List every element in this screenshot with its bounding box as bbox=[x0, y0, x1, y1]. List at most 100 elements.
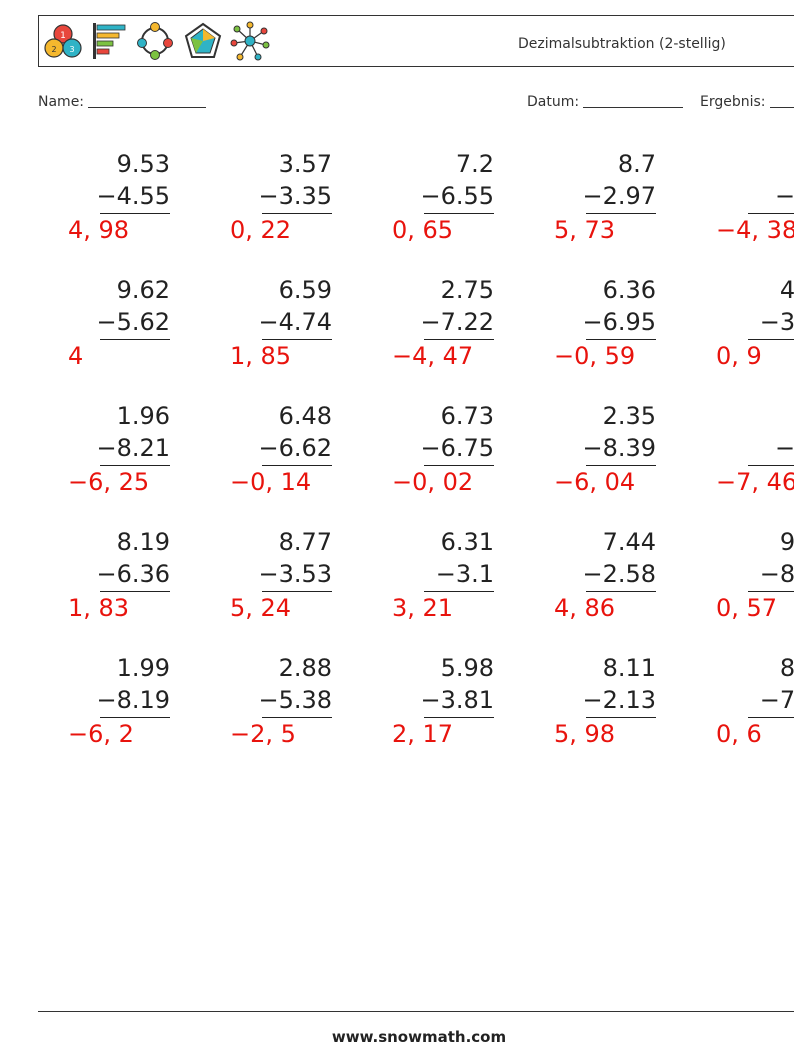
date-blank[interactable] bbox=[583, 93, 684, 108]
name-label: Name: bbox=[38, 94, 85, 110]
subtrahend: −5.62 bbox=[96, 308, 170, 336]
subtrahend: −3.53 bbox=[258, 560, 332, 588]
answer: 5, 98 bbox=[554, 720, 616, 748]
subtrahend: −8.19 bbox=[96, 686, 170, 714]
subtraction-rule bbox=[586, 591, 656, 592]
subtraction-rule bbox=[262, 213, 332, 214]
pentagon-cycle-icon bbox=[184, 22, 222, 58]
answer: 4 bbox=[68, 342, 84, 370]
answer: −6, 04 bbox=[554, 468, 636, 496]
venn-circles-icon: 1 2 3 bbox=[44, 24, 82, 58]
subtrahend: −9. bbox=[774, 434, 794, 462]
header-box bbox=[38, 15, 794, 67]
subtraction-rule bbox=[424, 591, 494, 592]
minuend: 9.3 bbox=[779, 528, 794, 556]
subtraction-rule bbox=[748, 465, 794, 466]
answer: −2, 5 bbox=[230, 720, 296, 748]
subtrahend: −3.1 bbox=[435, 560, 494, 588]
subtraction-rule bbox=[586, 339, 656, 340]
subtraction-rule bbox=[748, 213, 794, 214]
minuend: 6.31 bbox=[440, 528, 494, 556]
subtraction-rule bbox=[586, 213, 656, 214]
subtraction-rule bbox=[262, 591, 332, 592]
answer: −7, 46 bbox=[716, 468, 794, 496]
subtraction-rule bbox=[100, 339, 170, 340]
subtrahend: −6.36 bbox=[96, 560, 170, 588]
svg-text:1: 1 bbox=[60, 31, 66, 41]
minuend: 3.57 bbox=[278, 150, 332, 178]
minuend: 1.96 bbox=[116, 402, 170, 430]
answer: −4, 38 bbox=[716, 216, 794, 244]
logo-row: 1 2 3 bbox=[42, 20, 270, 62]
subtrahend: −6.62 bbox=[258, 434, 332, 462]
subtraction-rule bbox=[424, 213, 494, 214]
result-label: Ergebnis: bbox=[700, 94, 766, 110]
answer: 4, 98 bbox=[68, 216, 130, 244]
answer: 2, 17 bbox=[392, 720, 454, 748]
subtraction-rule bbox=[262, 465, 332, 466]
subtraction-rule bbox=[586, 465, 656, 466]
subtrahend: −2.58 bbox=[582, 560, 656, 588]
date-field: Datum: bbox=[527, 93, 684, 110]
svg-text:2: 2 bbox=[51, 45, 56, 54]
answer: −6, 25 bbox=[68, 468, 150, 496]
minuend: 5.98 bbox=[440, 654, 494, 682]
svg-text:3: 3 bbox=[69, 45, 74, 54]
answer: 0, 9 bbox=[716, 342, 762, 370]
answer: 4, 86 bbox=[554, 594, 616, 622]
minuend: 7.44 bbox=[602, 528, 656, 556]
answer: −0, 14 bbox=[230, 468, 312, 496]
minuend: 6.59 bbox=[278, 276, 332, 304]
answer: 5, 24 bbox=[230, 594, 292, 622]
minuend: 9.53 bbox=[116, 150, 170, 178]
minuend: 6.36 bbox=[602, 276, 656, 304]
answer: 0, 57 bbox=[716, 594, 778, 622]
worksheet-title: Dezimalsubtraktion (2-stellig) bbox=[518, 36, 726, 52]
subtraction-rule bbox=[424, 339, 494, 340]
minuend: 1.99 bbox=[116, 654, 170, 682]
subtrahend: −8.7 bbox=[759, 560, 794, 588]
answer: −4, 47 bbox=[392, 342, 474, 370]
answer: −0, 02 bbox=[392, 468, 474, 496]
subtraction-rule bbox=[748, 717, 794, 718]
minuend: 2.75 bbox=[440, 276, 494, 304]
name-blank[interactable] bbox=[88, 93, 207, 108]
subtrahend: −4.74 bbox=[258, 308, 332, 336]
answer: −6, 2 bbox=[68, 720, 134, 748]
subtrahend: −5.38 bbox=[258, 686, 332, 714]
minuend: 6.73 bbox=[440, 402, 494, 430]
minuend: 2.88 bbox=[278, 654, 332, 682]
date-label: Datum: bbox=[527, 94, 580, 110]
answer: 0, 22 bbox=[230, 216, 292, 244]
footer-divider bbox=[38, 1011, 794, 1012]
result-field: Ergebnis: bbox=[700, 93, 794, 110]
subtraction-rule bbox=[748, 591, 794, 592]
bar-list-icon bbox=[93, 23, 126, 59]
subtrahend: −8.21 bbox=[96, 434, 170, 462]
people-cycle-icon bbox=[137, 22, 173, 60]
network-hub-icon bbox=[230, 21, 270, 61]
footer-site: www.snowmath.com bbox=[331, 1028, 507, 1046]
result-blank[interactable] bbox=[769, 93, 794, 108]
answer: 1, 85 bbox=[230, 342, 292, 370]
name-field: Name: bbox=[38, 93, 207, 110]
answer: 1, 83 bbox=[68, 594, 130, 622]
subtrahend: −6.75 bbox=[420, 434, 494, 462]
minuend: 8.19 bbox=[116, 528, 170, 556]
subtraction-rule bbox=[262, 717, 332, 718]
subtrahend: −3.35 bbox=[258, 182, 332, 210]
subtrahend: −6.55 bbox=[420, 182, 494, 210]
subtraction-rule bbox=[100, 717, 170, 718]
minuend: 6.48 bbox=[278, 402, 332, 430]
subtraction-rule bbox=[586, 717, 656, 718]
answer: 0, 6 bbox=[716, 720, 762, 748]
subtraction-rule bbox=[100, 213, 170, 214]
subtrahend: −6.95 bbox=[582, 308, 656, 336]
subtraction-rule bbox=[424, 465, 494, 466]
subtraction-rule bbox=[748, 339, 794, 340]
minuend: 8.3 bbox=[779, 654, 794, 682]
subtraction-rule bbox=[262, 339, 332, 340]
minuend: 8.77 bbox=[278, 528, 332, 556]
minuend: 8.7 bbox=[617, 150, 656, 178]
minuend: 9.62 bbox=[116, 276, 170, 304]
